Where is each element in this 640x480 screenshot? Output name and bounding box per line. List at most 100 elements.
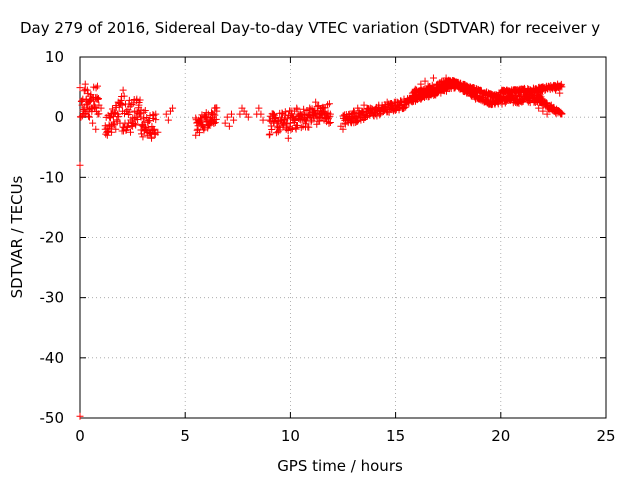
data-point [92,84,100,92]
x-tick-label: 25 [596,427,615,445]
data-point [141,107,149,115]
data-point [325,100,333,108]
y-tick-label: -40 [40,349,65,367]
data-point [339,125,347,133]
y-tick-label: -20 [40,229,65,247]
data-point [230,116,238,124]
data-point [325,119,333,127]
data-point [539,107,547,115]
data-point [125,96,133,104]
data-point [78,97,86,105]
data-point [119,86,127,94]
data-point [85,112,93,120]
data-point [126,128,134,136]
plot-frame [79,56,607,419]
x-tick-label: 5 [180,427,190,445]
data-point [206,121,214,129]
data-point [255,104,263,112]
data-point [164,116,172,124]
data-point [94,94,102,102]
data-point [115,113,123,121]
data-point [326,119,334,127]
x-tick-label: 15 [386,427,405,445]
data-point [113,117,121,125]
data-point [543,110,551,118]
data-point [81,104,89,112]
data-point [225,122,233,130]
data-point [139,133,147,141]
data-point [91,103,99,111]
data-point [221,119,229,127]
x-axis-label: GPS time / hours [277,457,403,475]
data-point [213,104,221,112]
data-point [212,115,220,123]
data-point [134,115,142,123]
data-point [106,125,114,133]
y-tick-label: -10 [40,168,65,186]
data-point [121,109,129,117]
data-point [140,108,148,116]
data-point [139,115,147,123]
data-point [284,134,292,142]
data-point [305,123,313,131]
data-point [151,131,159,139]
x-tick-label: 20 [491,427,510,445]
data-point [259,116,267,124]
data-point [535,104,543,112]
data-point [132,121,140,129]
data-point [294,122,302,130]
data-point [137,130,145,138]
y-tick-label: 0 [54,108,64,126]
x-tick-label: 10 [281,427,300,445]
data-point [152,116,160,124]
data-point [227,110,235,118]
data-point [274,128,282,136]
data-point [211,119,219,127]
data-point [211,111,219,119]
data-point [136,96,144,104]
data-point [118,101,126,109]
data-point [150,111,158,119]
data-point [76,84,84,92]
data-point [95,110,103,118]
data-point [169,104,177,112]
chart-title: Day 279 of 2016, Sidereal Day-to-day VTE… [20,19,600,37]
data-point [429,74,437,82]
data-point [558,83,566,91]
data-point [288,125,296,133]
data-point [276,126,284,134]
axis-ticks: 0 5 10 15 20 25 -50 -40 -30 -20 -10 0 10 [40,48,616,445]
y-tick-label: -30 [40,289,65,307]
data-point [162,110,170,118]
data-point [81,85,89,93]
data-point [297,124,305,132]
data-point [326,112,334,120]
data-point [288,107,296,115]
data-point [144,124,152,132]
data-point [123,123,131,131]
data-point [257,110,265,118]
data-point [85,113,93,121]
data-point [556,89,564,97]
data-point [192,131,200,139]
data-point [558,110,566,118]
data-point [79,95,87,103]
data-point [97,104,105,112]
data-point [126,108,134,116]
y-tick-label: -50 [40,409,65,427]
data-point [402,98,410,106]
x-tick-label: 0 [75,427,85,445]
data-point [76,412,84,420]
grid-lines [80,57,606,418]
data-point [80,87,88,95]
data-point [196,129,204,137]
data-point [121,119,129,127]
data-point [118,93,126,101]
data-point [421,77,429,85]
data-points [76,74,566,420]
data-point [236,110,244,118]
y-tick-label: 10 [45,48,64,66]
data-point [268,125,276,133]
data-point [360,101,368,109]
